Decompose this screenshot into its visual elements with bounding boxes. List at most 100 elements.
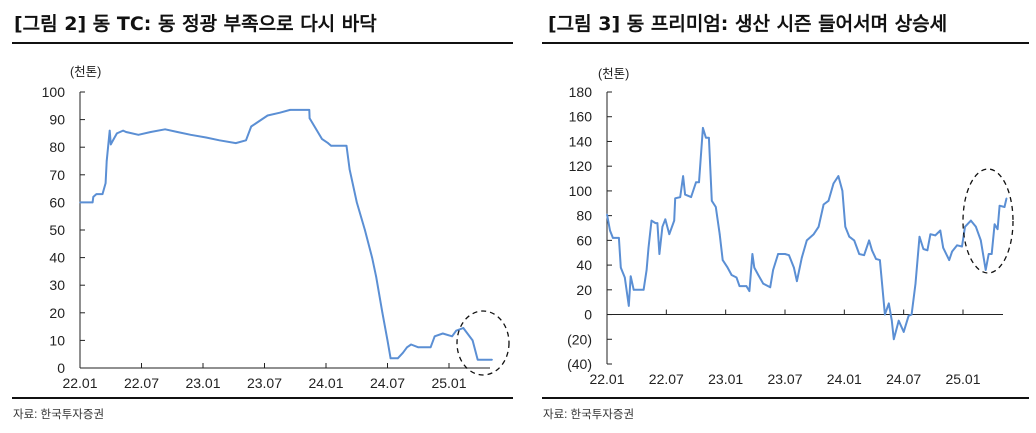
data-point — [863, 254, 865, 256]
data-point — [951, 250, 953, 253]
data-point — [891, 319, 893, 322]
data-point — [417, 346, 420, 349]
data-point — [451, 335, 453, 338]
data-point — [705, 136, 707, 139]
data-point — [606, 213, 608, 216]
data-point — [788, 254, 790, 256]
data-point — [79, 201, 81, 204]
data-point — [888, 302, 890, 305]
data-point — [674, 197, 677, 200]
data-point — [897, 319, 900, 322]
data-point — [892, 338, 895, 341]
data-point — [970, 219, 972, 222]
data-point — [853, 239, 856, 242]
data-point — [355, 201, 358, 204]
data-point — [832, 182, 835, 185]
data-point — [624, 276, 626, 279]
data-point — [371, 256, 373, 259]
data-point — [235, 142, 237, 144]
y-tick-label: 100 — [42, 84, 66, 100]
data-point — [321, 138, 323, 140]
data-point — [714, 206, 717, 208]
data-point — [308, 117, 311, 120]
data-point — [108, 129, 111, 132]
data-point — [801, 256, 803, 259]
x-tick-label: 25.01 — [431, 375, 466, 391]
x-tick-label: 22.07 — [124, 375, 159, 391]
data-point — [868, 239, 870, 242]
data-point — [684, 193, 686, 196]
data-point — [980, 239, 982, 242]
y-tick-label: 100 — [569, 183, 593, 199]
y-tick-label: 140 — [569, 133, 593, 149]
data-point — [679, 196, 681, 198]
data-point — [491, 358, 493, 361]
y-tick-label: 0 — [57, 360, 65, 376]
data-point — [327, 142, 329, 144]
data-point — [620, 266, 622, 269]
data-point — [907, 314, 910, 317]
data-point — [784, 253, 786, 255]
highlight-ellipse — [962, 168, 1014, 274]
data-point — [410, 343, 412, 346]
highlight-ellipse — [456, 310, 510, 376]
data-point — [975, 225, 977, 228]
x-tick-label: 22.07 — [649, 371, 684, 387]
x-tick-label: 25.01 — [945, 371, 980, 387]
data-point — [1003, 206, 1006, 208]
x-tick-label: 23.01 — [185, 375, 220, 391]
data-point — [429, 346, 432, 349]
data-point — [289, 109, 291, 111]
y-tick-label: 120 — [569, 158, 593, 174]
data-point — [721, 259, 724, 261]
data-point — [922, 248, 925, 250]
y-tick-label: 50 — [49, 222, 65, 238]
data-point — [442, 332, 444, 335]
data-point — [858, 253, 860, 255]
data-point — [627, 305, 630, 307]
data-point — [902, 331, 905, 333]
data-point — [245, 139, 247, 142]
data-point — [956, 244, 958, 247]
y-tick-label: 40 — [576, 257, 592, 273]
x-tick-label: 23.01 — [708, 371, 743, 387]
data-point — [926, 249, 929, 252]
data-point — [844, 225, 847, 228]
data-point — [910, 313, 913, 316]
data-point — [250, 125, 252, 128]
data-point — [396, 357, 399, 360]
data-point — [796, 280, 798, 282]
data-point — [961, 245, 963, 248]
data-point — [642, 289, 645, 291]
data-point — [711, 200, 713, 202]
data-point — [708, 136, 710, 139]
data-point — [455, 329, 457, 332]
data-point — [993, 223, 996, 226]
data-point — [105, 160, 108, 162]
data-point — [735, 276, 738, 279]
data-point — [647, 246, 650, 249]
chart-title: [그림 3] 동 프리미엄: 생산 시즌 들어서며 상승세 — [548, 13, 947, 35]
data-point — [964, 225, 966, 228]
data-point — [471, 339, 474, 342]
data-point — [987, 253, 990, 255]
y-tick-label: 70 — [49, 167, 65, 183]
data-point — [1005, 197, 1008, 200]
data-point — [690, 196, 692, 198]
source-note: 자료: 한국투자증권 — [543, 408, 634, 421]
data-point — [645, 269, 648, 271]
data-point — [745, 285, 748, 287]
series-line — [80, 108, 493, 361]
chart-tc: [그림 2] 동 TC: 동 정광 부족으로 다시 바닥 (천톤) 자료: 한국… — [12, 13, 513, 421]
data-point — [113, 138, 115, 140]
data-point — [738, 285, 741, 287]
y-tick-label: 0 — [584, 307, 592, 323]
chart-title: [그림 2] 동 TC: 동 정광 부족으로 다시 바닥 — [14, 13, 377, 35]
data-point — [668, 233, 671, 235]
data-point — [462, 327, 465, 329]
data-point — [279, 111, 281, 114]
data-point — [726, 266, 729, 269]
y-tick-label: 30 — [49, 277, 65, 293]
data-point — [730, 274, 733, 276]
